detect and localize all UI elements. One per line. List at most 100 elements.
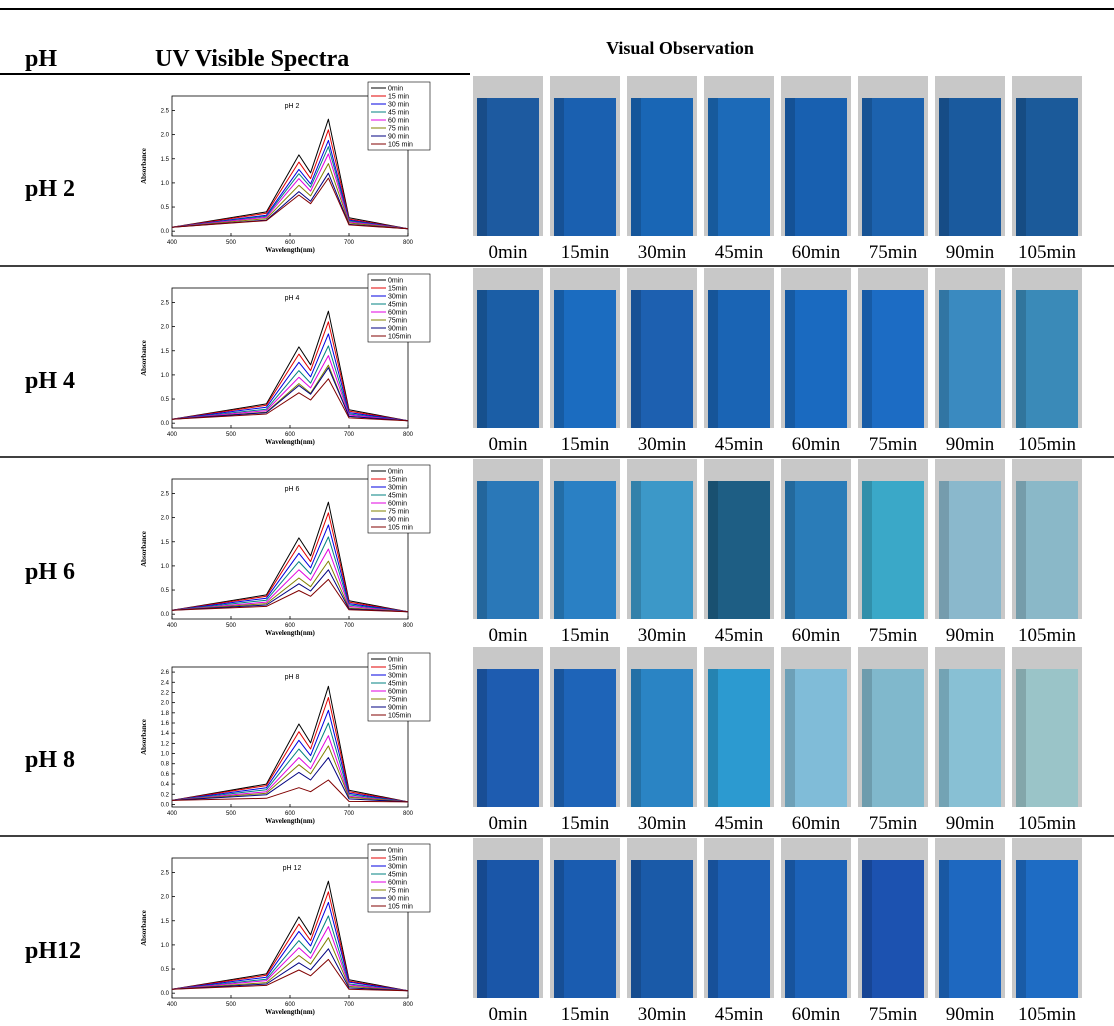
y-tick-label: 0.0 — [161, 612, 170, 618]
header-visual: Visual Observation — [606, 38, 754, 58]
legend-label: 90min — [388, 326, 407, 333]
cuvette-shade — [708, 290, 718, 428]
y-tick-label: 1.0 — [161, 564, 170, 570]
time-label: 105min — [1018, 625, 1077, 646]
legend-label: 45min — [388, 493, 407, 500]
cuvette-shade — [939, 290, 949, 428]
x-axis-label: Wavelength(nm) — [265, 246, 315, 254]
x-tick-label: 700 — [344, 240, 355, 246]
cuvette-shade — [862, 98, 872, 236]
x-tick-label: 500 — [226, 1002, 237, 1008]
y-tick-label: 2.0 — [161, 133, 170, 139]
x-tick-label: 700 — [344, 432, 355, 438]
spectrum-line — [171, 722, 409, 803]
spectrum-line — [171, 378, 409, 422]
y-tick-label: 2.0 — [161, 895, 170, 901]
cuvette-liquid — [554, 98, 616, 236]
cuvette-shade — [631, 290, 641, 428]
time-label: 15min — [561, 242, 610, 263]
y-tick-label: 1.0 — [161, 943, 170, 949]
legend-label: 60min — [388, 689, 407, 696]
cuvette-liquid — [939, 290, 1001, 428]
y-tick-label: 0.6 — [161, 772, 170, 778]
legend-label: 90 min — [388, 134, 409, 141]
cuvette-shade — [1016, 481, 1026, 619]
legend-label: 90 min — [388, 517, 409, 524]
y-tick-label: 0.5 — [161, 588, 170, 594]
spectrum-line — [171, 926, 409, 992]
time-label: 45min — [715, 434, 764, 455]
time-label: 75min — [869, 1004, 918, 1025]
legend-label: 60min — [388, 310, 407, 317]
spectrum-line — [171, 548, 409, 613]
cuvette-liquid — [708, 669, 770, 807]
legend-label: 30 min — [388, 102, 409, 109]
cuvette-liquid — [477, 669, 539, 807]
cuvette-liquid — [862, 860, 924, 998]
time-label: 0min — [488, 813, 528, 834]
x-tick-label: 600 — [285, 240, 296, 246]
legend-label: 105 min — [388, 142, 413, 149]
time-label: 60min — [792, 1004, 841, 1025]
cuvette-liquid — [708, 481, 770, 619]
cuvette-shade — [939, 481, 949, 619]
y-axis-label: Absorbance — [140, 531, 148, 567]
legend-label: 45min — [388, 872, 407, 879]
x-tick-label: 700 — [344, 811, 355, 817]
legend-label: 15min — [388, 856, 407, 863]
x-tick-label: 600 — [285, 1002, 296, 1008]
y-axis-label: Absorbance — [140, 340, 148, 376]
cuvette-shade — [554, 860, 564, 998]
legend-label: 105min — [388, 713, 411, 720]
legend-label: 0min — [388, 86, 403, 93]
spectrum-line — [171, 569, 409, 613]
time-label: 45min — [715, 1004, 764, 1025]
y-tick-label: 0.8 — [161, 762, 170, 768]
cuvette-liquid — [862, 98, 924, 236]
time-label: 75min — [869, 434, 918, 455]
spectrum-line — [171, 578, 409, 613]
cuvette-shade — [1016, 290, 1026, 428]
cuvette-shade — [631, 98, 641, 236]
legend-label: 75 min — [388, 888, 409, 895]
y-tick-label: 1.4 — [161, 731, 170, 737]
cuvette-shade — [785, 860, 795, 998]
x-axis-label: Wavelength(nm) — [265, 438, 315, 446]
spectrum-line — [171, 901, 409, 992]
time-label: 60min — [792, 813, 841, 834]
cuvette-liquid — [939, 481, 1001, 619]
y-tick-label: 2.5 — [161, 870, 170, 876]
chart-title: pH 12 — [283, 865, 302, 872]
ph-label: pH 2 — [25, 176, 75, 202]
cuvette-liquid — [785, 669, 847, 807]
cuvette-shade — [554, 669, 564, 807]
cuvette-shade — [1016, 860, 1026, 998]
y-tick-label: 1.2 — [161, 741, 170, 747]
cuvette-shade — [708, 860, 718, 998]
time-label: 90min — [946, 242, 995, 263]
spectrum-line — [171, 524, 409, 613]
time-label: 0min — [488, 434, 528, 455]
cuvette-liquid — [862, 669, 924, 807]
time-label: 30min — [638, 625, 687, 646]
spectrum-line — [171, 355, 409, 422]
legend-label: 60 min — [388, 118, 409, 125]
time-label: 45min — [715, 813, 764, 834]
cuvette-shade — [708, 98, 718, 236]
legend-label: 0min — [388, 278, 403, 285]
cuvette-liquid — [554, 290, 616, 428]
x-axis-label: Wavelength(nm) — [265, 817, 315, 825]
time-label: 15min — [561, 625, 610, 646]
spectrum-line — [171, 948, 409, 992]
cuvette-liquid — [708, 98, 770, 236]
cuvette-liquid — [477, 98, 539, 236]
y-tick-label: 1.0 — [161, 181, 170, 187]
time-label: 45min — [715, 625, 764, 646]
x-tick-label: 500 — [226, 623, 237, 629]
cuvette-liquid — [708, 860, 770, 998]
cuvette-liquid — [631, 481, 693, 619]
spectrum-line — [171, 958, 409, 992]
x-tick-label: 400 — [167, 432, 178, 438]
x-tick-label: 600 — [285, 432, 296, 438]
